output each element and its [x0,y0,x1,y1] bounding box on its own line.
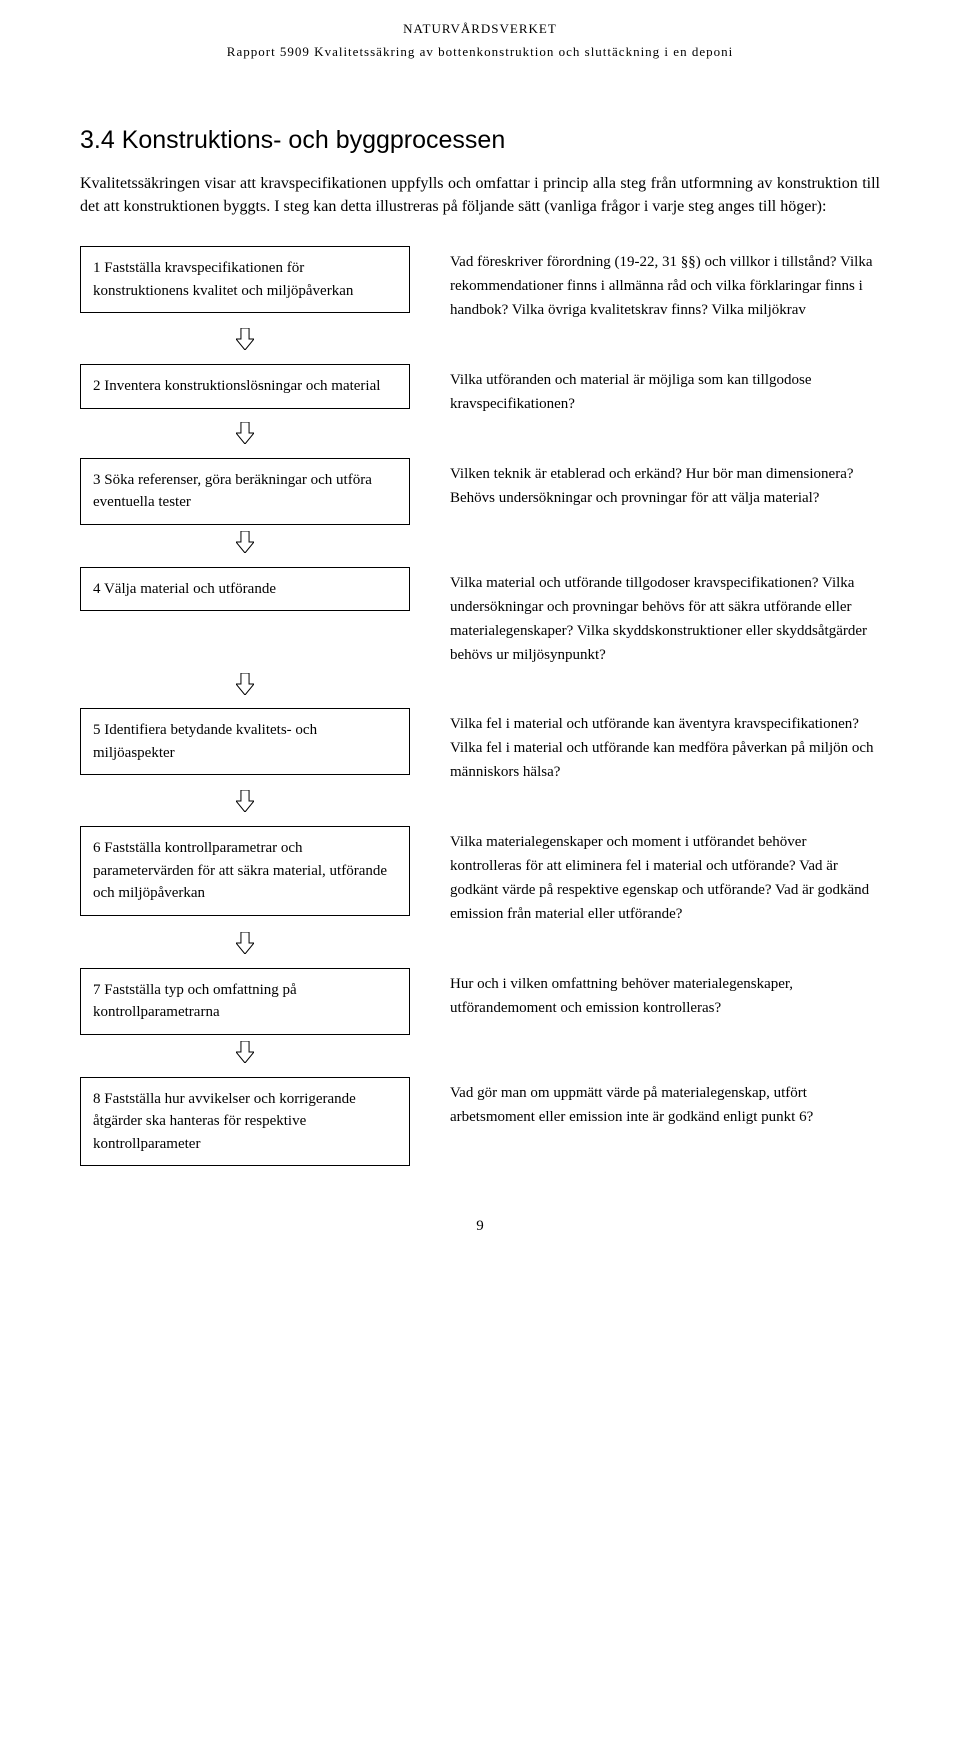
flow-left-col: 6 Fastställa kontrollparametrar och para… [80,826,410,916]
flow-description: Vad gör man om uppmätt värde på material… [450,1077,880,1129]
flow-box: 6 Fastställa kontrollparametrar och para… [80,826,410,916]
flow-left-col: 4 Välja material och utförande [80,567,410,612]
flow-description: Hur och i vilken omfattning behöver mate… [450,968,880,1020]
flow-left-col: 1 Fastställa kravspecifikationen för kon… [80,246,410,313]
flow-box: 1 Fastställa kravspecifikationen för kon… [80,246,410,313]
flow-row: 7 Fastställa typ och omfattning på kontr… [80,968,880,1035]
flow-box: 2 Inventera konstruktionslösningar och m… [80,364,410,409]
flow-row: 2 Inventera konstruktionslösningar och m… [80,364,880,416]
flow-description: Vilka utföranden och material är möjliga… [450,364,880,416]
flow-description: Vilka fel i material och utförande kan ä… [450,708,880,784]
flow-arrow [80,1035,410,1077]
flow-row: 6 Fastställa kontrollparametrar och para… [80,826,880,926]
doc-header-line1: NATURVÅRDSVERKET [80,20,880,39]
flow-box: 8 Fastställa hur avvikelser och korriger… [80,1077,410,1167]
flow-row: 4 Välja material och utförande Vilka mate… [80,567,880,667]
flow-row: 8 Fastställa hur avvikelser och korriger… [80,1077,880,1167]
flow-left-col: 3 Söka referenser, göra beräkningar och … [80,458,410,525]
flow-description: Vilka material och utförande tillgodoser… [450,567,880,667]
flowchart: 1 Fastställa kravspecifikationen för kon… [80,246,880,1166]
section-intro: Kvalitetssäkringen visar att kravspecifi… [80,172,880,218]
flow-row: 1 Fastställa kravspecifikationen för kon… [80,246,880,322]
flow-description: Vilka materialegenskaper och moment i ut… [450,826,880,926]
flow-description: Vad föreskriver förordning (19-22, 31 §§… [450,246,880,322]
flow-left-col: 5 Identifiera betydande kvalitets- och m… [80,708,410,775]
flow-arrow [80,926,410,968]
flow-box: 5 Identifiera betydande kvalitets- och m… [80,708,410,775]
flow-arrow [80,667,410,709]
flow-left-col: 2 Inventera konstruktionslösningar och m… [80,364,410,409]
section-title: 3.4 Konstruktions- och byggprocessen [80,122,880,158]
flow-row: 5 Identifiera betydande kvalitets- och m… [80,708,880,784]
flow-box: 4 Välja material och utförande [80,567,410,612]
flow-arrow [80,784,410,826]
flow-row: 3 Söka referenser, göra beräkningar och … [80,458,880,525]
page-number: 9 [80,1216,880,1238]
flow-arrow [80,525,410,567]
doc-header-line2: Rapport 5909 Kvalitetssäkring av bottenk… [80,43,880,62]
flow-left-col: 8 Fastställa hur avvikelser och korriger… [80,1077,410,1167]
flow-description: Vilken teknik är etablerad och erkänd? H… [450,458,880,510]
flow-box: 3 Söka referenser, göra beräkningar och … [80,458,410,525]
flow-left-col: 7 Fastställa typ och omfattning på kontr… [80,968,410,1035]
flow-arrow [80,416,410,458]
flow-box: 7 Fastställa typ och omfattning på kontr… [80,968,410,1035]
flow-arrow [80,322,410,364]
